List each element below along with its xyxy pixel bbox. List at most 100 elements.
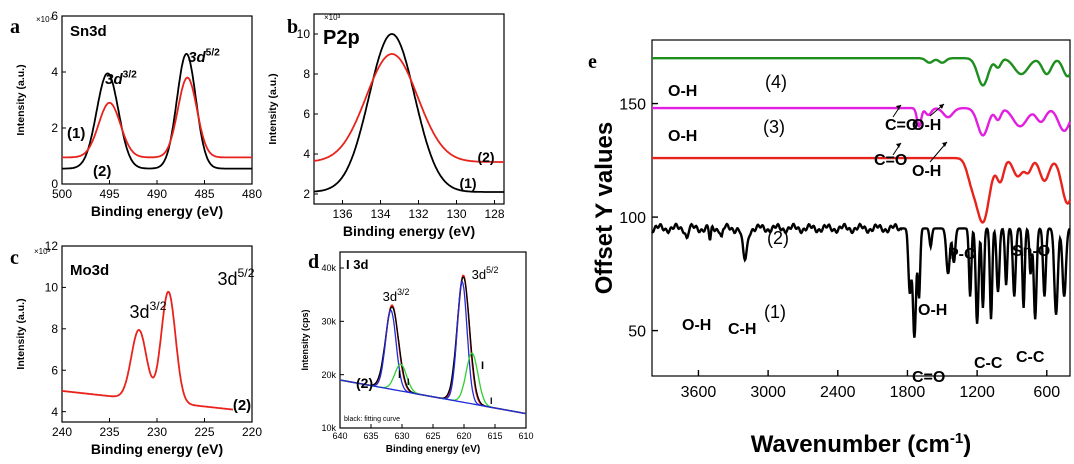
- series-line-e-3: [651, 222, 1071, 338]
- x-tick-label-a: 500: [52, 187, 72, 201]
- panel-label-b: b: [287, 16, 298, 38]
- panel-label-d: d: [308, 251, 319, 273]
- y-tick-label-c: 12: [45, 239, 59, 253]
- x-tick-label-b: 128: [484, 207, 504, 221]
- panel-title-c: Mo3d: [70, 262, 109, 279]
- x-tick-label-b: 136: [332, 207, 352, 221]
- arrowhead-e-3: [942, 142, 947, 147]
- peak-label-a-3d32: 3d3/2: [105, 69, 137, 88]
- series-label-b-2: (2): [477, 149, 494, 165]
- series-label-e-1: (3): [763, 117, 785, 137]
- x-axis-label-d: Binding energy (eV): [386, 444, 480, 455]
- ann-sno-2: Sn-O: [1012, 243, 1050, 260]
- ann-cc-1a: C-C: [974, 355, 1003, 372]
- component-label-d-I1-b: I: [481, 360, 484, 372]
- x-tick-label-e: 1200: [959, 384, 995, 401]
- peak-label-d-3d32: 3d3/2: [383, 287, 410, 304]
- x-tick-label-e: 600: [1033, 384, 1060, 401]
- ann-co-4: C=O: [885, 117, 918, 134]
- x-tick-label-d: 630: [394, 431, 409, 441]
- series-line-a-0: [62, 52, 252, 170]
- y-tick-label-e: 150: [619, 97, 646, 114]
- y-tick-label-d: 40k: [321, 263, 336, 273]
- component-label-d-I1-a: I: [398, 369, 401, 381]
- y-axis-label-e: Offset Y values: [591, 122, 618, 295]
- y-tick-label-e: 100: [619, 210, 646, 227]
- series-line-b-1: [313, 53, 504, 163]
- x-tick-label-a: 495: [99, 187, 119, 201]
- panel-title-b: P2p: [323, 27, 360, 49]
- x-axis-label-b: Binding energy (eV): [343, 223, 475, 239]
- x-tick-label-d: 625: [425, 431, 440, 441]
- ann-oh-4: O-H: [668, 83, 697, 100]
- y-tick-label-a: 6: [51, 9, 58, 23]
- panel-title-d: I 3d: [346, 257, 368, 272]
- multiplier-b: ×10³: [324, 13, 341, 22]
- x-axis-label-e: Wavenumber (cm-1): [751, 430, 972, 458]
- y-tick-label-b: 8: [303, 67, 310, 81]
- series-label-c-2: (2): [233, 397, 251, 414]
- plot-frame-d: [339, 251, 527, 429]
- panel-label-c: c: [10, 247, 19, 269]
- y-tick-label-a: 4: [51, 65, 58, 79]
- x-tick-label-d: 640: [332, 431, 347, 441]
- series-line-e-0: [652, 57, 1071, 87]
- y-tick-label-e: 50: [628, 324, 646, 341]
- panel-title-a: Sn3d: [70, 23, 107, 40]
- series-label-a-1: (1): [67, 125, 85, 142]
- x-tick-label-e: 3000: [750, 384, 786, 401]
- arrowhead-e-1: [939, 104, 944, 109]
- x-tick-label-e: 3600: [681, 384, 717, 401]
- y-tick-label-b: 6: [303, 107, 310, 121]
- y-tick-label-c: 6: [51, 363, 58, 377]
- x-tick-label-d: 635: [363, 431, 378, 441]
- series-line-d-2: [339, 280, 527, 415]
- x-tick-label-c: 235: [99, 425, 119, 439]
- ann-oh-1a: O-H: [682, 317, 711, 334]
- y-tick-label-b: 4: [303, 147, 310, 161]
- series-line-d-1: [339, 276, 527, 415]
- series-label-d-2: (2): [356, 375, 373, 391]
- multiplier-c: ×10³: [34, 247, 51, 256]
- x-tick-label-d: 610: [518, 431, 533, 441]
- x-tick-label-e: 2400: [820, 384, 856, 401]
- panel-label-e: e: [588, 51, 597, 73]
- ann-co-1: C=O: [912, 369, 945, 386]
- x-tick-label-a: 485: [194, 187, 214, 201]
- series-label-a-2: (2): [93, 163, 111, 180]
- y-tick-label-c: 4: [51, 405, 58, 419]
- series-line-d-4: [339, 379, 527, 415]
- panel-label-a: a: [10, 16, 20, 38]
- plot-frame-e: [651, 39, 1071, 377]
- x-tick-label-b: 130: [446, 207, 466, 221]
- component-label-d-I2-b: I: [490, 396, 493, 406]
- series-line-a-1: [62, 76, 252, 159]
- x-tick-label-a: 480: [242, 187, 262, 201]
- ann-cc-1b: C-C: [1016, 349, 1045, 366]
- note-label-d: black: fitting curve: [344, 416, 400, 423]
- x-tick-label-e: 1800: [890, 384, 926, 401]
- y-tick-label-d: 10k: [321, 423, 336, 433]
- series-line-e-1: [652, 106, 1072, 137]
- arrowhead-e-2: [896, 143, 901, 148]
- y-axis-label-d: Intensity (cps): [300, 309, 310, 370]
- y-tick-label-c: 8: [51, 322, 58, 336]
- component-label-d-I2-a: I: [407, 377, 410, 387]
- y-tick-label-b: 10: [297, 27, 311, 41]
- x-tick-label-d: 615: [487, 431, 502, 441]
- series-label-e-3: (1): [764, 302, 786, 322]
- series-line-c-0: [61, 290, 234, 411]
- x-tick-label-c: 225: [194, 425, 214, 439]
- series-line-b-0: [314, 33, 504, 193]
- peak-label-d-3d52: 3d5/2: [472, 265, 499, 282]
- plot-frame-a: [61, 15, 253, 185]
- y-tick-label-d: 20k: [321, 370, 336, 380]
- series-label-e-0: (4): [765, 72, 787, 92]
- peak-label-c-3d32: 3d3/2: [129, 299, 166, 322]
- arrowhead-e-0: [896, 105, 901, 110]
- x-axis-label-c: Binding energy (eV): [91, 441, 223, 457]
- series-label-e-2: (2): [767, 228, 789, 248]
- plot-frame-b: [313, 13, 505, 205]
- ann-oh-3: O-H: [668, 128, 697, 145]
- series-line-e-2: [652, 156, 1072, 224]
